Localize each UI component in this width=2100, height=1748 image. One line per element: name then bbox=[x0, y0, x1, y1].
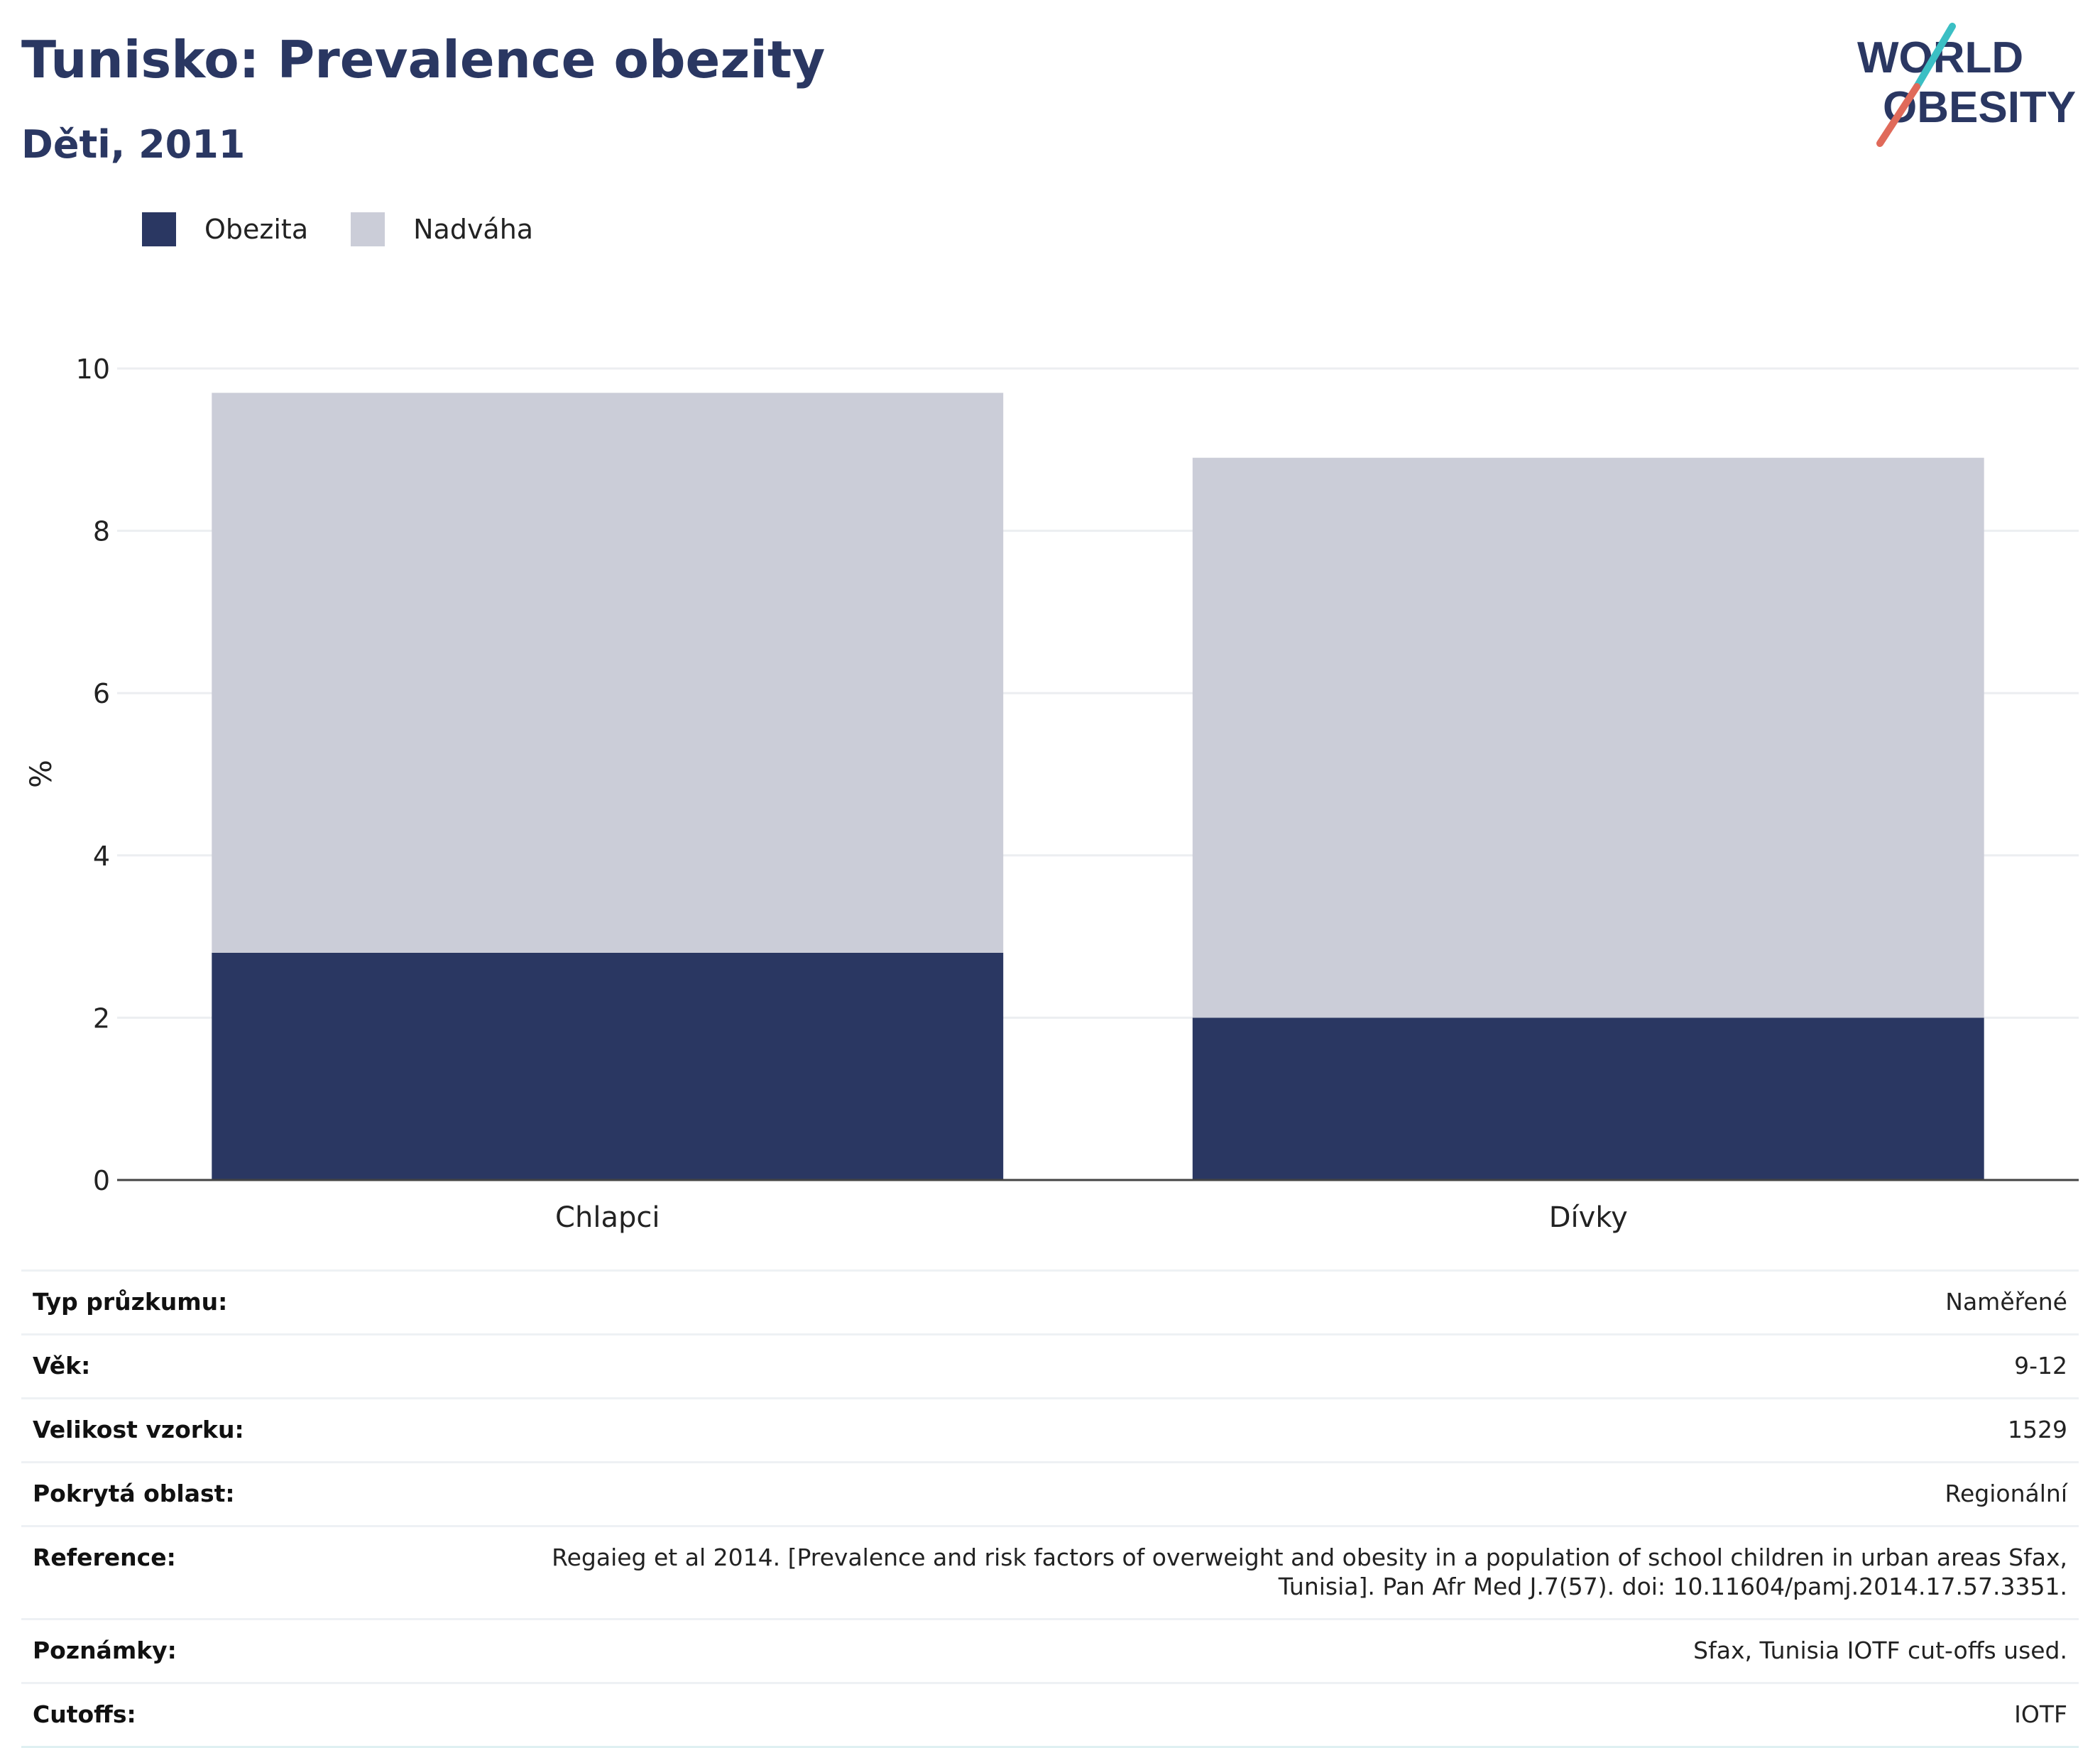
stacked-bar-chart: 0 2 4 6 8 10 Chlapci Dívky % bbox=[23, 354, 2079, 1234]
bar-obezita-dívky bbox=[1192, 1017, 1984, 1180]
legend-item-nadvaha[interactable]: Nadváha bbox=[351, 212, 533, 246]
x-tick-label-dívky: Dívky bbox=[1549, 1201, 1628, 1234]
info-key: Věk: bbox=[33, 1352, 91, 1380]
info-row: Velikost vzorku: 1529 bbox=[21, 1399, 2079, 1463]
info-key: Reference: bbox=[33, 1544, 176, 1571]
bar-nadváha-dívky bbox=[1192, 457, 1984, 1018]
info-row: Reference: Regaieg et al 2014. [Prevalenc… bbox=[21, 1527, 2079, 1620]
info-row: Typ průzkumu: Naměřené bbox=[21, 1272, 2079, 1335]
info-key: Typ průzkumu: bbox=[33, 1288, 228, 1316]
bar-nadváha-chlapci bbox=[212, 393, 1004, 953]
info-value: 9-12 bbox=[2014, 1352, 2067, 1380]
x-tick-label-chlapci: Chlapci bbox=[555, 1201, 660, 1234]
y-tick-label-2: 2 bbox=[93, 1003, 110, 1034]
y-tick-label-6: 6 bbox=[93, 678, 110, 709]
logo-slash-teal bbox=[1913, 23, 1956, 90]
info-row: Pokrytá oblast: Regionální bbox=[21, 1463, 2079, 1527]
info-value: Naměřené bbox=[1945, 1288, 2067, 1316]
info-key: Poznámky: bbox=[33, 1637, 177, 1664]
info-row: Cutoffs: IOTF bbox=[21, 1684, 2079, 1748]
legend-swatch-obezita bbox=[142, 212, 176, 246]
y-tick-label-8: 8 bbox=[93, 516, 110, 547]
page-subtitle: Děti, 2011 bbox=[21, 122, 246, 167]
legend-label-nadvaha: Nadváha bbox=[413, 214, 534, 245]
info-key: Pokrytá oblast: bbox=[33, 1480, 235, 1507]
page-title: Tunisko: Prevalence obezity bbox=[21, 30, 826, 89]
info-row: Věk: 9-12 bbox=[21, 1335, 2079, 1399]
legend-swatch-nadvaha bbox=[351, 212, 385, 246]
info-value: Sfax, Tunisia IOTF cut-offs used. bbox=[1693, 1637, 2067, 1664]
logo-slash-coral bbox=[1876, 83, 1920, 147]
info-key: Velikost vzorku: bbox=[33, 1416, 244, 1443]
axes: 0 2 4 6 8 10 Chlapci Dívky bbox=[76, 354, 2079, 1234]
y-tick-label-10: 10 bbox=[76, 354, 110, 385]
legend-label-obezita: Obezita bbox=[204, 214, 309, 245]
y-tick-label-0: 0 bbox=[93, 1165, 110, 1196]
bar-obezita-chlapci bbox=[212, 952, 1004, 1180]
world-obesity-logo: WORLD OBESITY bbox=[1857, 23, 2076, 147]
survey-info-table: Typ průzkumu: Naměřené Věk: 9-12 Velikost vz… bbox=[21, 1269, 2079, 1748]
info-value: IOTF bbox=[2014, 1700, 2067, 1728]
legend: Obezita Nadváha bbox=[142, 212, 576, 247]
info-value: 1529 bbox=[2008, 1416, 2067, 1443]
legend-item-obezita[interactable]: Obezita bbox=[142, 212, 308, 246]
info-value: Regaieg et al 2014. [Prevalence and risk… bbox=[552, 1544, 2067, 1600]
bars bbox=[212, 393, 1984, 1180]
info-value: Regionální bbox=[1945, 1480, 2067, 1507]
info-row: Poznámky: Sfax, Tunisia IOTF cut-offs use… bbox=[21, 1620, 2079, 1684]
y-axis-label: % bbox=[23, 760, 58, 788]
y-tick-label-4: 4 bbox=[93, 841, 110, 872]
info-key: Cutoffs: bbox=[33, 1700, 136, 1728]
